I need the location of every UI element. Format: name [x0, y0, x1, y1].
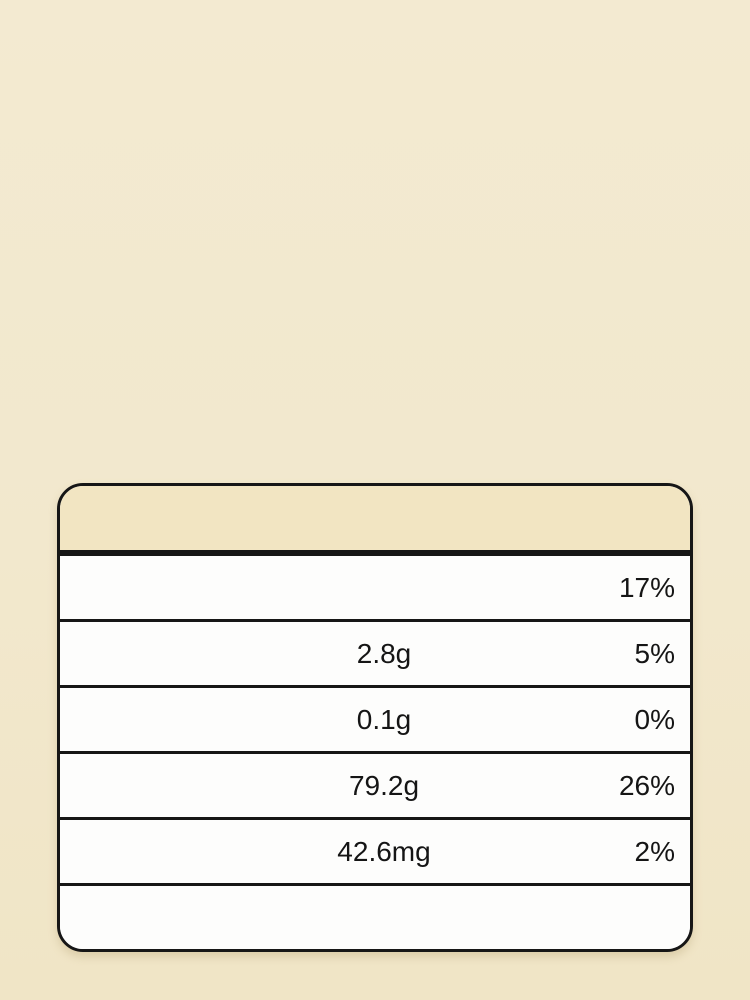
nutrient-row: 42.6mg 2%: [60, 817, 690, 883]
nutrient-row: 0.1g 0%: [60, 685, 690, 751]
nutrient-row-empty: [60, 883, 690, 949]
nutrient-row: 79.2g 26%: [60, 751, 690, 817]
nutrient-daily-value: 2%: [634, 835, 675, 867]
nutrition-table-header: [60, 486, 690, 553]
nutrient-daily-value: 5%: [634, 637, 675, 669]
nutrient-daily-value: 17%: [618, 571, 675, 603]
nutrient-row: 2.8g 5%: [60, 619, 690, 685]
nutrient-row: 17%: [60, 553, 690, 619]
nutrient-daily-value: 26%: [618, 769, 675, 801]
nutrient-amount: 79.2g: [348, 769, 420, 801]
nutrient-amount: 0.1g: [356, 703, 412, 735]
nutrition-facts-table: 17% 2.8g 5% 0.1g 0% 79.2g 26% 42.6mg 2%: [57, 483, 693, 952]
nutrient-daily-value: 0%: [634, 703, 675, 735]
nutrient-amount: 2.8g: [356, 637, 412, 669]
nutrient-amount: 42.6mg: [337, 835, 431, 867]
